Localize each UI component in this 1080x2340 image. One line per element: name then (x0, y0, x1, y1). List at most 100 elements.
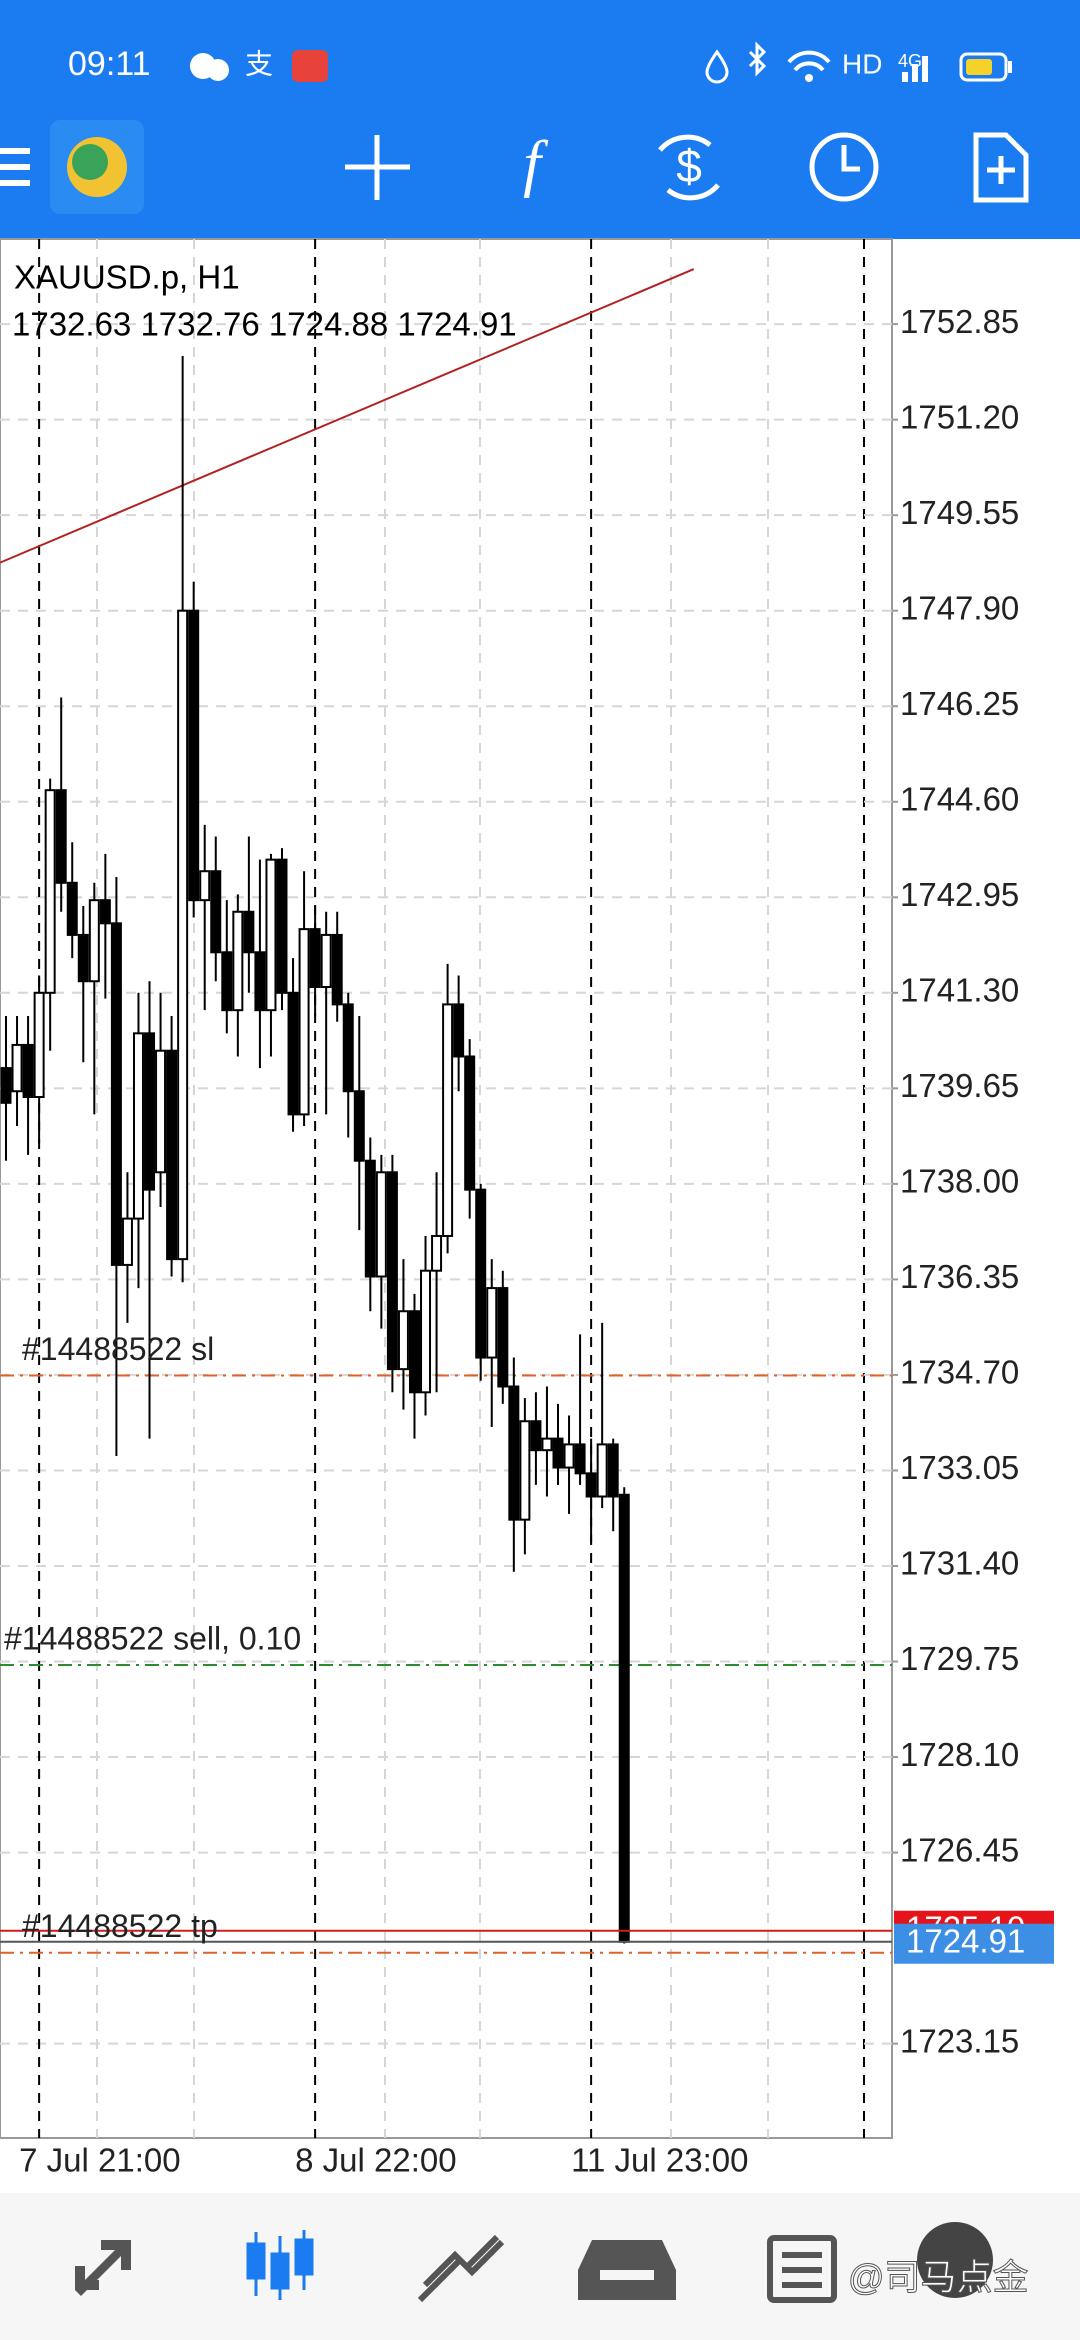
nav-settings[interactable] (917, 2222, 993, 2298)
y-tick-label: 1734.70 (900, 1354, 1019, 1391)
bid-label-box (894, 1923, 1054, 1964)
crosshair-button[interactable] (345, 135, 410, 200)
candle-body (22, 1043, 34, 1099)
y-tick-label: 1742.95 (900, 876, 1019, 913)
candle-body (530, 1420, 542, 1452)
candle-body (66, 881, 78, 936)
y-tick-label: 1733.05 (900, 1449, 1019, 1486)
x-tick-label: 8 Jul 22:00 (295, 2142, 456, 2179)
candle-body (508, 1385, 520, 1521)
candle-body (563, 1443, 575, 1469)
candle-body (276, 858, 288, 994)
menu-button[interactable] (0, 148, 30, 186)
bid-label: 1724.91 (906, 1922, 1025, 1959)
y-tick-label: 1731.40 (900, 1545, 1019, 1582)
candle-body (364, 1159, 376, 1278)
status-system-icons (705, 41, 1012, 84)
watermark: @司马点金 (848, 2257, 1029, 2298)
y-tick-label: 1749.55 (900, 494, 1019, 531)
candle-body (88, 899, 100, 983)
candle-body (552, 1437, 564, 1469)
y-tick-label: 1744.60 (900, 780, 1019, 817)
order-label: #14488522 tp (22, 1908, 218, 1944)
y-tick-label: 1736.35 (900, 1258, 1019, 1295)
candle-body (132, 1032, 144, 1220)
candle-body (442, 1003, 454, 1237)
trade-button[interactable]: $ (658, 134, 720, 201)
y-tick-label: 1728.10 (900, 1736, 1019, 1773)
candle-body (77, 933, 89, 983)
candle-body (519, 1420, 531, 1521)
candle-body (386, 1171, 398, 1371)
candle-body (464, 1055, 476, 1191)
candle-body (353, 1090, 365, 1162)
candle-body (486, 1287, 498, 1359)
candle-body (99, 899, 111, 925)
candle-body (420, 1269, 432, 1394)
candle-body (177, 609, 189, 1261)
candle-body (243, 910, 255, 954)
candle-body (397, 1310, 409, 1371)
candle-body (585, 1472, 597, 1498)
y-tick-label: 1739.65 (900, 1067, 1019, 1104)
candle-body (287, 991, 299, 1116)
candle-body (607, 1443, 619, 1498)
candle-body (309, 928, 321, 989)
candle-body (375, 1171, 387, 1278)
status-hd: HD (842, 48, 882, 79)
candle-body (265, 858, 277, 1012)
period-button[interactable] (809, 132, 879, 202)
candle-body (408, 1310, 420, 1394)
candle-body (331, 933, 343, 1006)
candle-body (497, 1287, 509, 1388)
status-network: 4G (898, 51, 922, 71)
candle-body (574, 1443, 586, 1475)
plot-area (0, 239, 892, 2138)
candle-body (110, 922, 122, 1266)
order-label: #14488522 sell, 0.10 (4, 1620, 301, 1656)
candle-body (453, 1003, 465, 1058)
candle-body (55, 789, 67, 884)
new-order-button[interactable] (973, 132, 1029, 203)
app-logo[interactable] (50, 120, 144, 214)
y-tick-label: 1746.25 (900, 685, 1019, 722)
y-tick-label: 1752.85 (900, 303, 1019, 340)
svg-text:支: 支 (245, 48, 273, 79)
candle-body (541, 1437, 553, 1452)
bottom-nav (0, 2193, 1080, 2340)
candle-body (475, 1188, 487, 1359)
y-tick-label: 1738.00 (900, 1163, 1019, 1200)
trendline (0, 268, 695, 564)
candle-body (199, 870, 211, 902)
candle-body (320, 933, 332, 989)
top-bar (0, 0, 1080, 239)
y-tick-label: 1729.75 (900, 1640, 1019, 1677)
x-tick-label: 11 Jul 23:00 (571, 2142, 748, 2179)
candle-body (431, 1234, 443, 1272)
candle-body (221, 951, 233, 1012)
nav-history[interactable] (578, 2240, 676, 2300)
status-app-icons: 支 (190, 48, 328, 82)
candle-body (44, 789, 56, 994)
candle-body (121, 1217, 133, 1266)
y-tick-label: 1741.30 (900, 972, 1019, 1009)
y-tick-label: 1726.45 (900, 1831, 1019, 1868)
candle-body (155, 1049, 167, 1174)
nav-trade[interactable] (417, 2234, 505, 2303)
x-tick-label: 7 Jul 21:00 (19, 2142, 180, 2179)
y-tick-label: 1747.90 (900, 589, 1019, 626)
candle-body (232, 910, 244, 1012)
candle-body (11, 1043, 23, 1093)
ohlc-info: 1732.63 1732.76 1724.88 1724.91 (12, 306, 517, 343)
svg-text:$: $ (676, 140, 702, 192)
candle-body (210, 870, 222, 954)
status-time: 09:11 (68, 45, 151, 83)
candle-body (342, 1003, 354, 1093)
nav-news[interactable] (767, 2235, 837, 2303)
nav-quotes[interactable] (75, 2240, 131, 2296)
order-label: #14488522 sl (22, 1331, 214, 1367)
candle-body (298, 928, 310, 1116)
nav-chart[interactable] (246, 2230, 314, 2300)
